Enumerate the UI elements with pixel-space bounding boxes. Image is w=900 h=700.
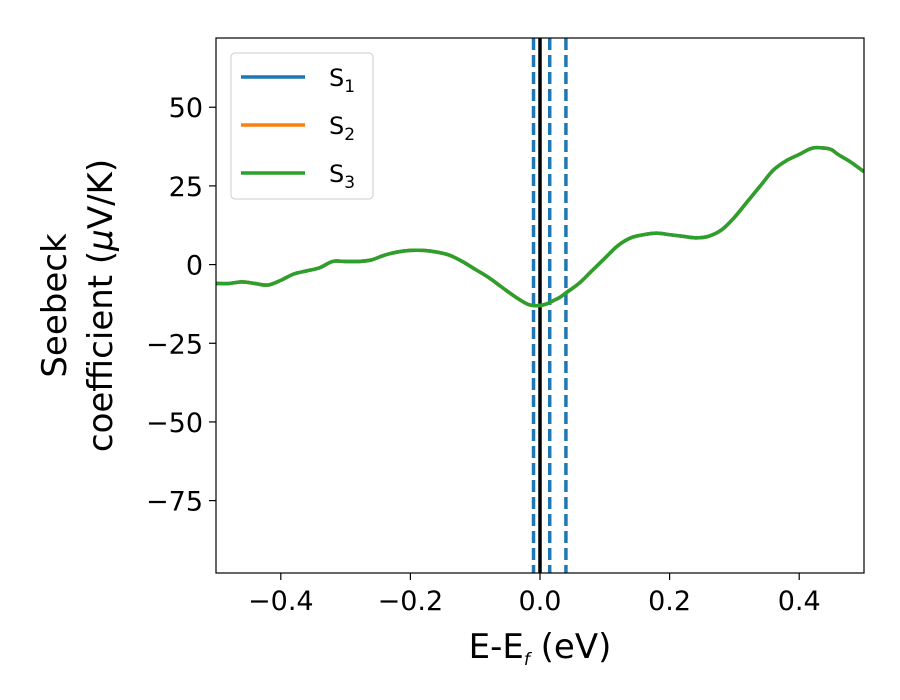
y-axis-label-line2: coefficient (μV/K) xyxy=(81,159,121,452)
x-tick-label: 0.0 xyxy=(519,586,562,617)
x-tick-label: 0.2 xyxy=(648,586,691,617)
y-tick-label: 25 xyxy=(169,172,203,203)
y-axis-ticks: 50 25 0 −25 −50 −75 xyxy=(146,93,216,518)
x-tick-label: −0.4 xyxy=(248,586,314,617)
y-tick-label: −50 xyxy=(146,408,203,439)
x-axis-label-sub: f xyxy=(524,650,533,670)
y-axis-label-prefix: coefficient ( xyxy=(81,251,121,452)
x-axis-label-main: E-E xyxy=(469,627,524,667)
y-tick-label: 0 xyxy=(186,251,203,282)
y-axis-label-mu: μ xyxy=(81,229,121,252)
legend-label-s1: S1 xyxy=(329,64,355,97)
y-tick-label: −75 xyxy=(146,487,203,518)
series-line-s3 xyxy=(216,145,864,308)
legend-label-s3: S3 xyxy=(329,160,355,193)
x-tick-label: −0.2 xyxy=(378,586,444,617)
legend-label-s2: S2 xyxy=(329,112,355,145)
x-axis-ticks: −0.4 −0.2 0.0 0.2 0.4 xyxy=(248,573,821,617)
x-axis-label: E-Ef (eV) xyxy=(469,627,612,670)
x-tick-label: 0.4 xyxy=(778,586,821,617)
x-axis-label-unit: (eV) xyxy=(530,627,612,667)
y-axis-label-line1: Seebeck xyxy=(35,233,75,378)
series-lines xyxy=(216,145,864,308)
y-tick-label: 50 xyxy=(169,93,203,124)
y-axis-label-suffix: V/K) xyxy=(81,159,121,229)
legend: S1 S2 S3 xyxy=(230,52,374,200)
y-tick-label: −25 xyxy=(146,329,203,360)
